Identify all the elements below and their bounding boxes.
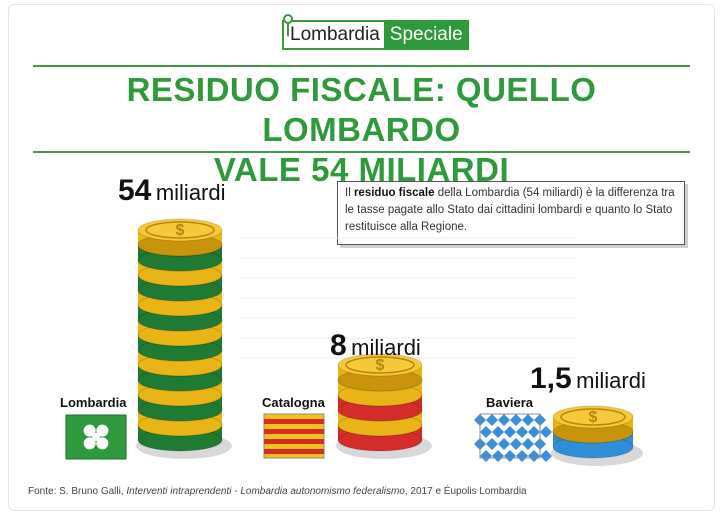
coin-stack-baviera: $ [551, 405, 643, 466]
source-suffix: , 2017 e Éupolis Lombardia [404, 486, 527, 497]
note-bold: residuo fiscale [353, 187, 435, 199]
note-prefix: Il [345, 187, 354, 199]
note-rest: della Lombardia (54 miliardi) è la diffe… [345, 187, 675, 233]
value-unit-baviera: miliardi [576, 368, 646, 393]
value-number-catalogna: 8 [330, 329, 347, 362]
value-label-lombardia: 54 miliardi [118, 174, 226, 208]
source-credit: Fonte: S. Bruno Galli, Interventi intrap… [28, 486, 527, 497]
grid-lines [240, 237, 575, 359]
value-number-lombardia: 54 [118, 174, 152, 207]
explanation-box: Il residuo fiscale della Lombardia (54 m… [337, 181, 685, 245]
category-label-catalogna: Catalogna [262, 395, 325, 410]
value-label-catalogna: 8 miliardi [330, 329, 421, 363]
coin-stack-lombardia: $ [136, 218, 232, 459]
logo-speciale-text: Speciale [383, 20, 469, 50]
pin-icon [283, 14, 293, 36]
page-title: RESIDUO FISCALE: QUELLO LOMBARDO VALE 54… [40, 70, 683, 190]
logo-lombardia-text: Lombardia [282, 20, 384, 50]
dollar-icon: $ [376, 357, 385, 374]
lombardia-speciale-logo: Lombardia Speciale [282, 14, 469, 50]
dollar-icon: $ [176, 222, 185, 239]
value-number-baviera: 1,5 [530, 362, 572, 395]
title-line-1: RESIDUO FISCALE: QUELLO LOMBARDO [126, 71, 597, 148]
lombardia-flag-icon [65, 414, 127, 460]
baviera-flag-icon [474, 413, 552, 462]
source-prefix: Fonte: S. Bruno Galli, [28, 486, 127, 497]
coin-stack-catalogna: $ [336, 353, 432, 459]
category-label-lombardia: Lombardia [60, 395, 127, 410]
bottom-divider [33, 151, 690, 153]
source-title: Interventi intraprendenti - Lombardia au… [126, 486, 405, 497]
category-label-baviera: Baviera [486, 395, 533, 410]
dollar-icon: $ [589, 409, 598, 426]
value-label-baviera: 1,5 miliardi [530, 362, 646, 396]
value-unit-catalogna: miliardi [351, 335, 421, 360]
top-divider [33, 65, 690, 67]
value-unit-lombardia: miliardi [155, 180, 226, 205]
catalogna-flag-icon [263, 413, 325, 459]
